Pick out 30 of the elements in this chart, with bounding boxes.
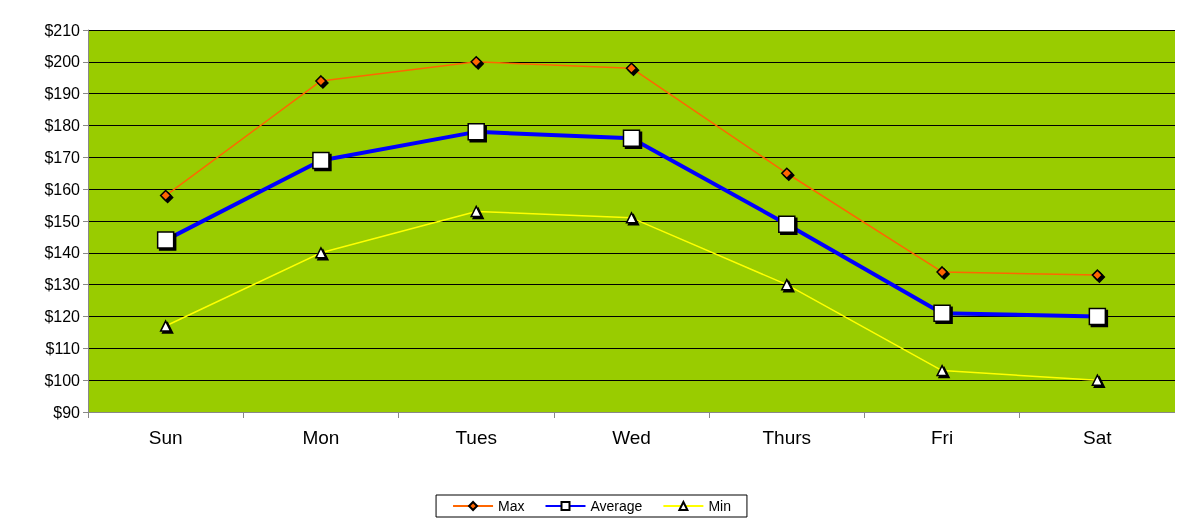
y-tick-label: $180 xyxy=(44,117,81,134)
point xyxy=(625,62,638,74)
legend-label: Max xyxy=(498,498,525,514)
x-tick-label: Thurs xyxy=(762,427,812,448)
y-tick-label: $130 xyxy=(44,276,81,294)
legend-label: Average xyxy=(590,498,643,514)
point xyxy=(781,167,793,179)
y-tick-label: $140 xyxy=(44,244,81,262)
y-tick-label: $200 xyxy=(44,53,81,71)
y-tick-label: $90 xyxy=(53,403,81,421)
point xyxy=(315,75,327,87)
x-tick-label: Fri xyxy=(930,427,954,448)
point xyxy=(470,56,482,68)
y-tick-label: $120 xyxy=(44,308,81,325)
y-tick-label: $210 xyxy=(44,21,81,39)
point xyxy=(159,189,172,202)
y-tick-label: $150 xyxy=(44,212,81,230)
point xyxy=(1091,269,1104,281)
point xyxy=(936,266,948,278)
y-tick-label: $170 xyxy=(44,148,81,166)
y-tick-label: $100 xyxy=(44,371,81,389)
x-tick-label: Sat xyxy=(1083,427,1113,448)
y-tick-label: $110 xyxy=(45,339,81,357)
legend-label: Min xyxy=(708,498,731,514)
y-tick-label: $190 xyxy=(44,85,81,103)
x-tick-label: Wed xyxy=(612,427,651,448)
x-tick-label: Tues xyxy=(455,427,497,448)
x-tick-label: Mon xyxy=(302,427,340,448)
y-tick-label: $160 xyxy=(44,180,81,198)
x-tick-label: Sun xyxy=(148,427,183,448)
